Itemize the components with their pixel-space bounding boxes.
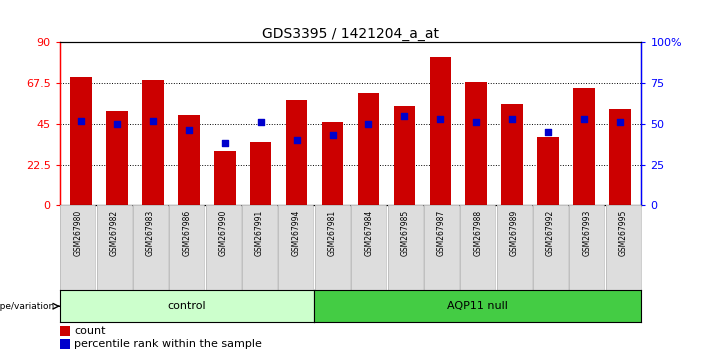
Point (183, 127, 194, 133)
Point (578, 116, 590, 122)
Text: GSM267987: GSM267987 (437, 210, 446, 256)
Bar (573, 88, 594, 205)
Bar (60, 339, 70, 349)
Point (76, 118, 87, 124)
Text: GSM267985: GSM267985 (400, 210, 409, 256)
Point (111, 121, 123, 127)
Text: AQP11 null: AQP11 null (447, 301, 508, 311)
Bar (178, 115, 200, 205)
Bar (465, 82, 487, 205)
Point (147, 118, 158, 124)
Text: GSM267988: GSM267988 (473, 210, 482, 256)
Text: GSM267980: GSM267980 (74, 210, 82, 256)
Bar (250, 142, 271, 205)
Point (363, 121, 374, 127)
Text: count: count (74, 326, 106, 336)
Text: genotype/variation: genotype/variation (0, 302, 55, 311)
Bar (537, 137, 559, 205)
Bar (609, 109, 631, 205)
Text: GSM267983: GSM267983 (146, 210, 155, 256)
Bar (142, 80, 164, 205)
Point (291, 137, 302, 143)
Text: GSM267984: GSM267984 (365, 210, 373, 256)
Text: control: control (168, 301, 206, 311)
Bar (501, 104, 523, 205)
Point (399, 113, 410, 119)
Point (435, 116, 446, 122)
Point (470, 119, 482, 125)
Bar (70, 77, 92, 205)
Point (614, 119, 625, 125)
Text: GSM267981: GSM267981 (328, 210, 336, 256)
Point (255, 119, 266, 125)
Point (543, 129, 554, 135)
Text: GSM267989: GSM267989 (510, 210, 519, 256)
Bar (107, 111, 128, 205)
Text: GSM267995: GSM267995 (619, 210, 627, 256)
Bar (214, 151, 236, 205)
Text: GSM267991: GSM267991 (255, 210, 264, 256)
Bar (358, 93, 379, 205)
Text: percentile rank within the sample: percentile rank within the sample (74, 339, 262, 349)
Bar (430, 57, 451, 205)
Bar (286, 101, 308, 205)
Text: GSM267992: GSM267992 (546, 210, 555, 256)
Bar (393, 106, 415, 205)
Bar (322, 122, 343, 205)
Text: GSM267994: GSM267994 (292, 210, 301, 256)
Text: GSM267986: GSM267986 (182, 210, 191, 256)
Bar (60, 326, 70, 336)
Text: GSM267982: GSM267982 (109, 210, 118, 256)
Text: GSM267993: GSM267993 (583, 210, 592, 256)
Text: GSM267990: GSM267990 (219, 210, 228, 256)
Point (327, 132, 338, 138)
Point (219, 141, 231, 146)
Title: GDS3395 / 1421204_a_at: GDS3395 / 1421204_a_at (262, 28, 439, 41)
Point (507, 116, 518, 122)
